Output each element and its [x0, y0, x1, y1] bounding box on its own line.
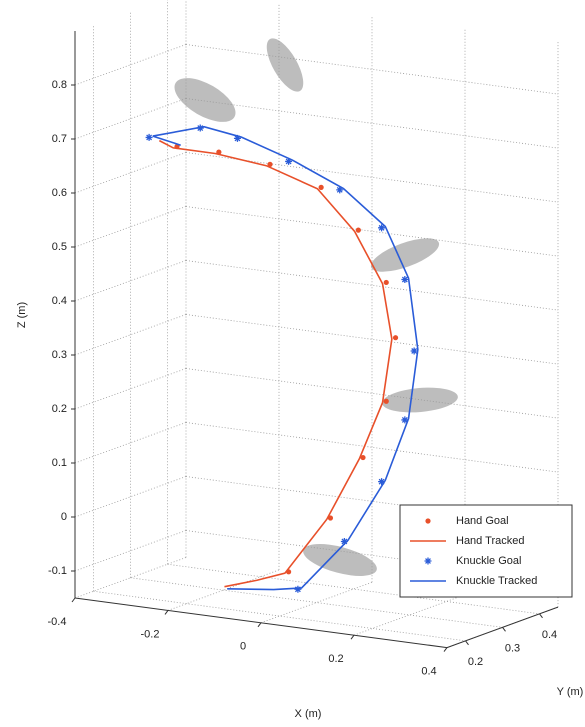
x-tick-label: -0.4	[48, 616, 67, 628]
goal-marker	[393, 335, 398, 340]
goal-marker	[146, 134, 153, 141]
chart: Z (m) X (m) Y (m) -0.1 0 0.1 0.2 0.3 0.4 0.5 0.…	[0, 0, 585, 727]
z-tick-label: 0.6	[52, 187, 67, 199]
goal-marker	[319, 185, 324, 190]
decor	[168, 33, 459, 582]
y-axis-label: Y (m)	[557, 686, 584, 698]
x-axis-label: X (m)	[295, 708, 322, 720]
z-tick-label: 0.2	[52, 403, 67, 415]
y-tick-label: 0.2	[468, 656, 483, 668]
x-tick	[444, 648, 447, 652]
y-tick	[540, 614, 543, 618]
z-tick-label: 0.5	[52, 241, 67, 253]
grid-line	[261, 582, 372, 623]
z-tick-label: 0.3	[52, 349, 67, 361]
goal-marker	[356, 228, 361, 233]
legend-label: Hand Goal	[456, 515, 509, 527]
x-tick-label: -0.2	[141, 628, 160, 640]
goal-marker	[384, 399, 389, 404]
x-tick	[72, 598, 75, 602]
trajectory-line	[153, 127, 418, 590]
z-tick-label: 0.1	[52, 457, 67, 469]
x-tick	[351, 635, 354, 639]
trajectory-line	[159, 141, 392, 587]
x-tick-label: 0.2	[328, 653, 343, 665]
legend-swatch	[425, 518, 430, 523]
y-tick-label: 0.4	[542, 629, 557, 641]
y-tick	[466, 641, 469, 645]
x-tick	[258, 623, 261, 627]
y-tick	[503, 627, 506, 631]
z-tick-label: 0	[61, 511, 67, 523]
z-tick-label: 0.7	[52, 133, 67, 145]
goal-marker	[384, 280, 389, 285]
z-axis-label: Z (m)	[16, 302, 28, 328]
legend-label: Knuckle Tracked	[456, 575, 537, 587]
z-tick-label: -0.1	[48, 565, 67, 577]
x-tick	[165, 610, 168, 614]
legend-swatch	[425, 558, 432, 565]
z-tick-label: 0.8	[52, 79, 67, 91]
legend-label: Hand Tracked	[456, 535, 524, 547]
x-tick-label: 0.4	[421, 666, 436, 678]
legend-label: Knuckle Goal	[456, 555, 521, 567]
x-tick-label: 0	[240, 641, 246, 653]
y-tick-label: 0.3	[505, 642, 520, 654]
goal-marker	[294, 586, 301, 593]
z-tick-label: 0.4	[52, 295, 67, 307]
grid-line	[354, 595, 465, 636]
